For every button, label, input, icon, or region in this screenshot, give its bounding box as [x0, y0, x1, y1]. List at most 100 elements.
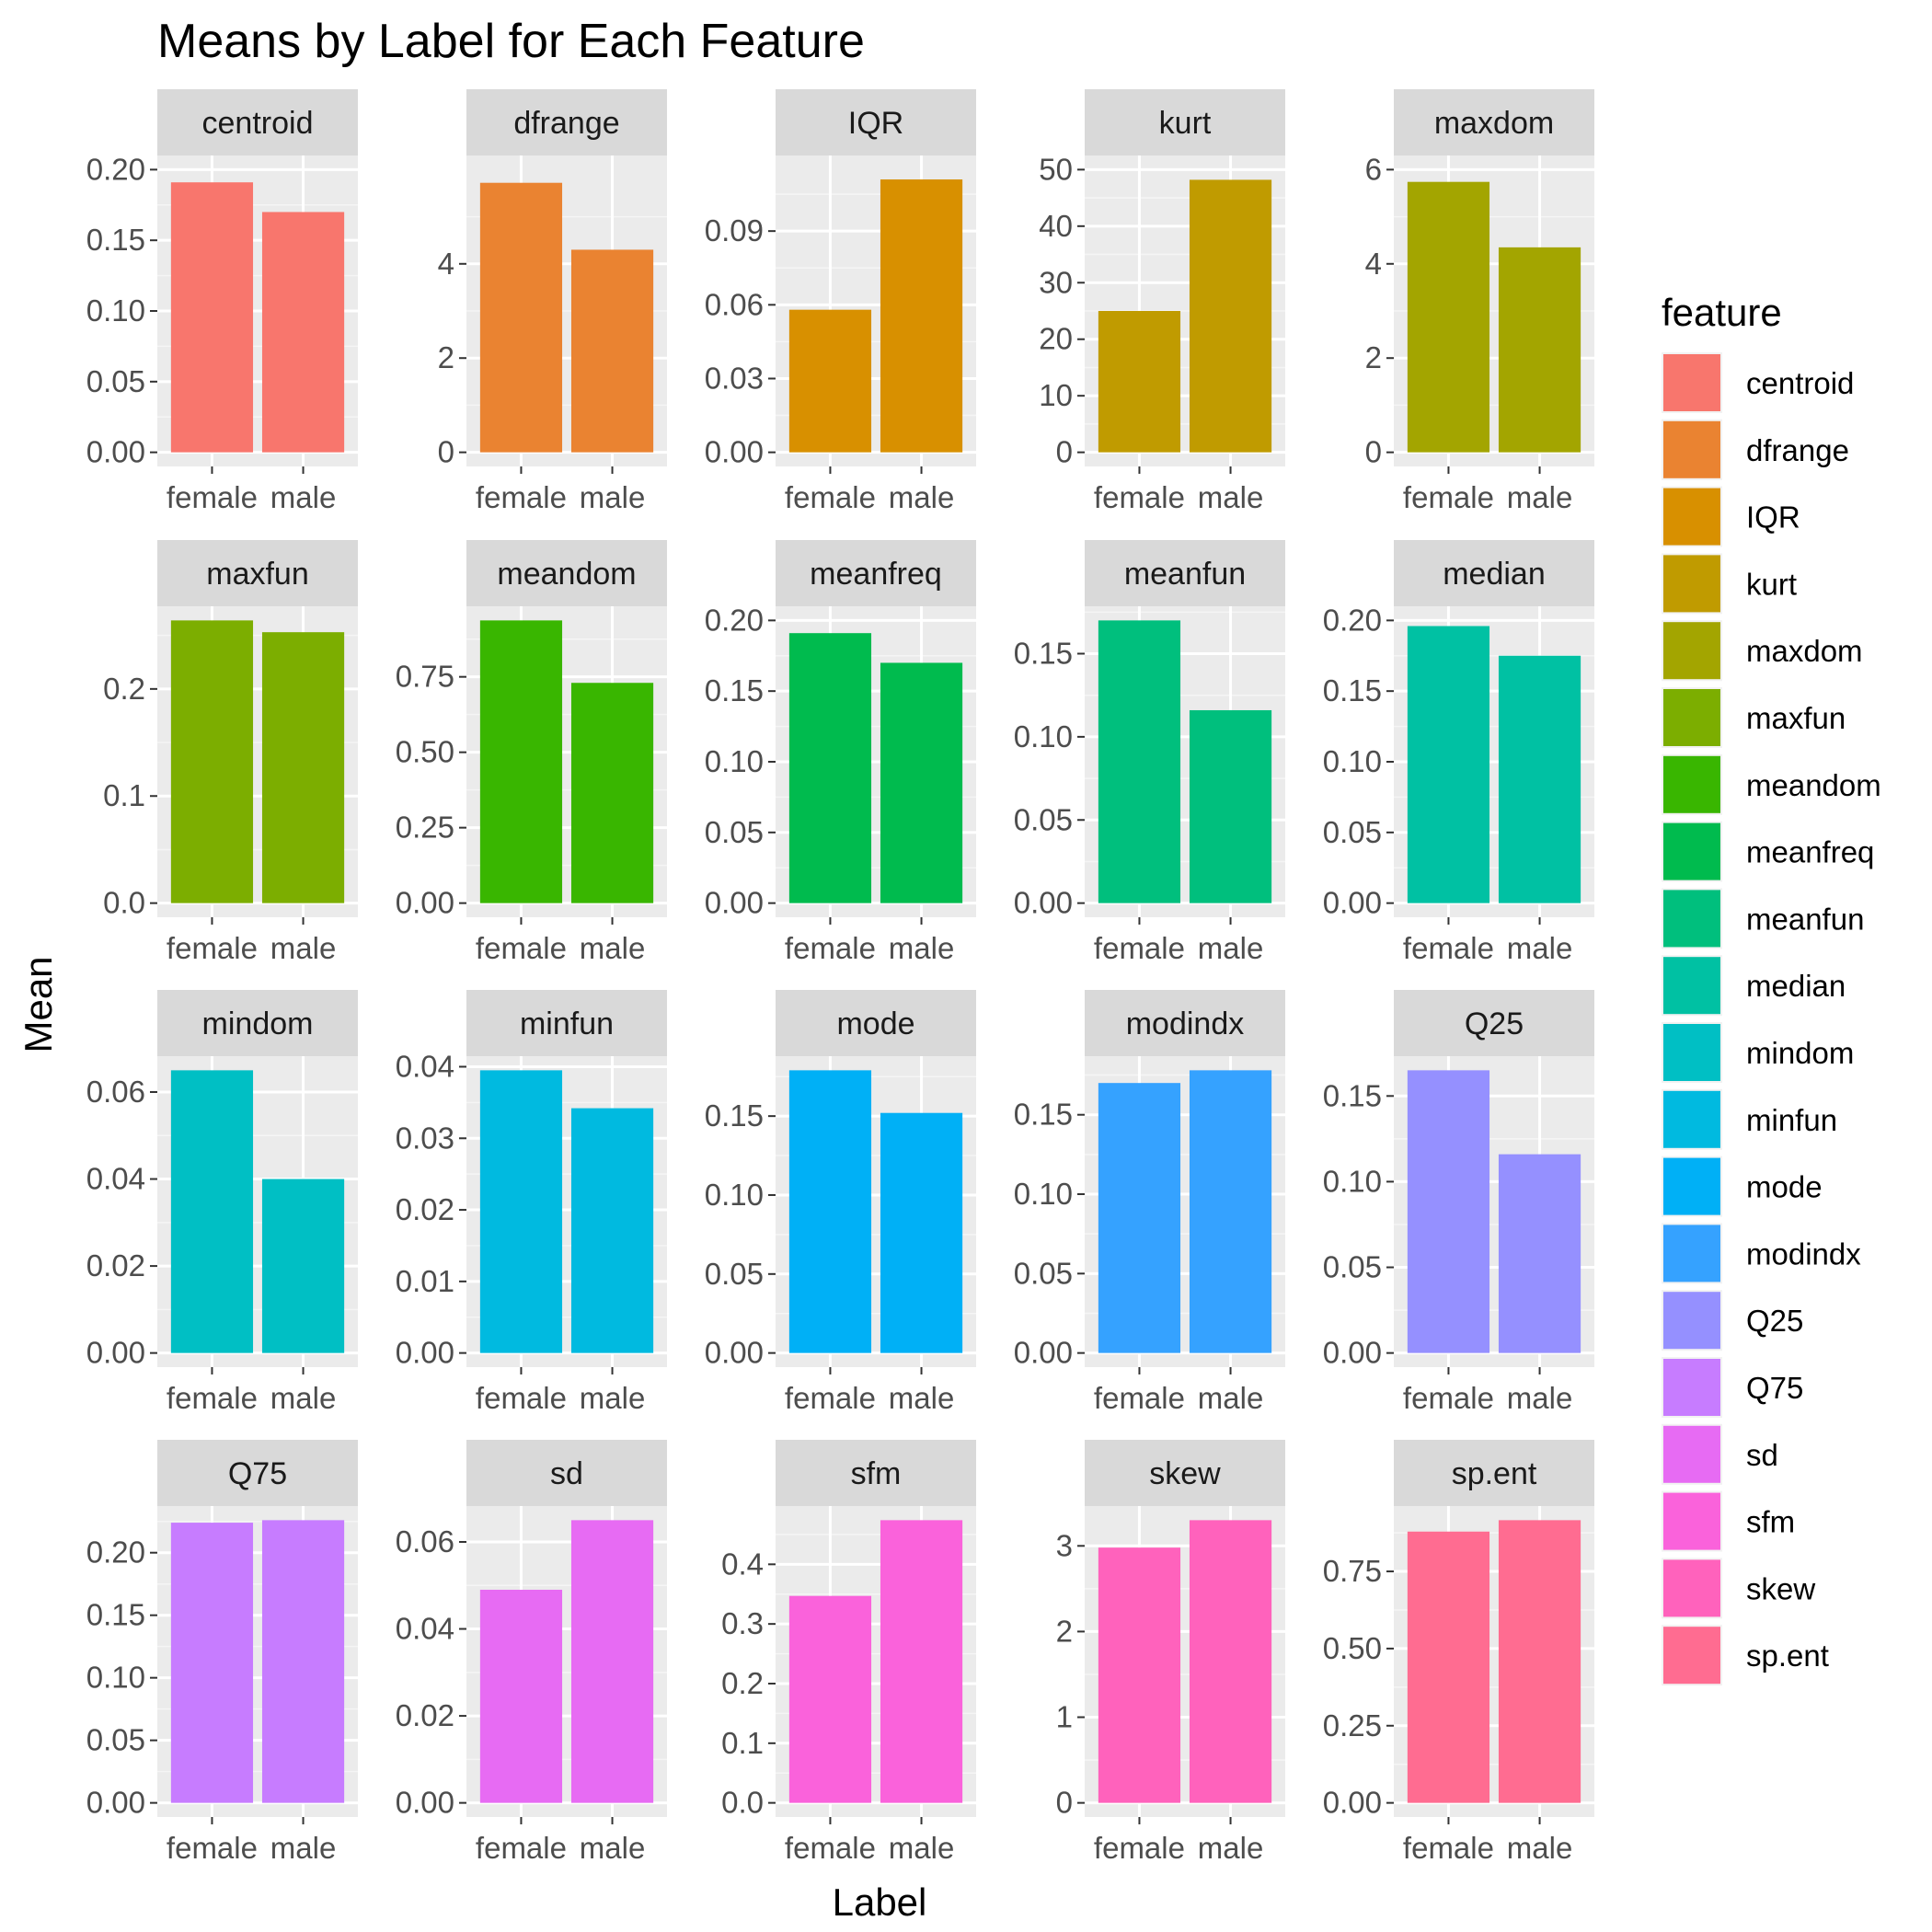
x-tick-label: male: [1198, 480, 1264, 514]
bar-median-male: [1498, 655, 1581, 903]
bar-maxdom-female: [1407, 181, 1490, 453]
y-tick-label: 0.15: [705, 673, 764, 707]
facet-strip: [1085, 990, 1285, 1056]
facet-panel-centroid: centroid 0.00 0.05 0.10 0.15 0.20 female male: [86, 89, 358, 514]
facet-strip: [1394, 89, 1594, 155]
y-tick-label: 0.1: [721, 1726, 764, 1760]
legend-item-skew: skew: [1662, 1558, 1815, 1619]
bar-modindx-male: [1189, 1070, 1272, 1353]
y-tick-label: 0.00: [705, 1336, 764, 1370]
legend-label: sfm: [1746, 1505, 1795, 1539]
y-tick-label: 0.06: [396, 1524, 454, 1558]
y-tick-label: 0.15: [86, 223, 145, 257]
x-tick-label: male: [1507, 1831, 1573, 1865]
y-tick-label: 0.00: [1323, 1336, 1382, 1370]
y-tick-label: 1: [1056, 1700, 1073, 1734]
bar-sd-female: [479, 1590, 563, 1803]
x-tick-label: male: [1507, 931, 1573, 965]
bar-dfrange-female: [479, 182, 563, 453]
y-tick-label: 0.25: [396, 811, 454, 845]
bar-IQR-female: [788, 309, 872, 453]
y-tick-label: 0.05: [86, 364, 145, 398]
bar-median-female: [1407, 626, 1490, 903]
bar-sfm-male: [880, 1520, 963, 1803]
x-tick-label: female: [476, 931, 567, 965]
legend-swatch: [1663, 1425, 1720, 1483]
x-tick-label: female: [1403, 1831, 1494, 1865]
y-tick-label: 2: [438, 340, 454, 374]
y-tick-label: 0.50: [1323, 1631, 1382, 1665]
facet-panel-dfrange: dfrange 0 2 4 female male: [438, 89, 667, 514]
legend-label: skew: [1746, 1571, 1815, 1605]
y-tick-label: 0.03: [705, 361, 764, 395]
facet-strip-label: kurt: [1159, 106, 1212, 141]
legend-swatch: [1663, 822, 1720, 880]
legend-label: dfrange: [1746, 433, 1849, 467]
y-tick-label: 0.10: [705, 744, 764, 778]
legend-item-sd: sd: [1662, 1423, 1778, 1485]
x-tick-label: female: [476, 1381, 567, 1415]
y-tick-label: 0.02: [396, 1698, 454, 1732]
facet-strip: [776, 1440, 976, 1506]
facet-panel-mode: mode 0.00 0.05 0.10 0.15 female male: [705, 990, 976, 1415]
x-tick-label: female: [1094, 1381, 1185, 1415]
legend-item-maxfun: maxfun: [1662, 687, 1846, 748]
facet-panel-modindx: modindx 0.00 0.05 0.10 0.15 female male: [1014, 990, 1285, 1415]
y-tick-label: 0.1: [103, 778, 145, 812]
y-tick-label: 0.05: [1014, 802, 1073, 836]
x-tick-label: female: [1403, 480, 1494, 514]
x-tick-label: male: [270, 931, 337, 965]
bar-sp.ent-female: [1407, 1531, 1490, 1803]
bar-meanfreq-male: [880, 662, 963, 903]
bar-dfrange-male: [570, 249, 654, 453]
legend-swatch: [1663, 1559, 1720, 1617]
facet-strip-label: skew: [1149, 1456, 1221, 1491]
x-tick-label: male: [889, 1831, 955, 1865]
y-tick-label: 0.04: [86, 1162, 145, 1196]
y-tick-label: 0.05: [86, 1723, 145, 1757]
facet-panel-sd: sd 0.00 0.02 0.04 0.06 female male: [396, 1440, 667, 1865]
x-tick-label: female: [1403, 931, 1494, 965]
y-tick-label: 0: [1056, 435, 1073, 469]
x-tick-label: male: [1507, 480, 1573, 514]
bar-minfun-female: [479, 1070, 563, 1353]
legend-label: IQR: [1746, 500, 1800, 535]
y-tick-label: 0.05: [1323, 1250, 1382, 1284]
facet-strip: [1085, 540, 1285, 606]
x-tick-label: male: [580, 480, 646, 514]
x-tick-label: male: [270, 1831, 337, 1865]
facet-panel-meanfreq: meanfreq 0.00 0.05 0.10 0.15 0.20 female male: [705, 540, 976, 965]
bar-skew-female: [1098, 1547, 1181, 1803]
bar-meanfun-female: [1098, 620, 1181, 903]
x-tick-label: male: [889, 1381, 955, 1415]
bar-maxdom-male: [1498, 247, 1581, 453]
bar-sp.ent-male: [1498, 1520, 1581, 1803]
y-tick-label: 0.00: [396, 1336, 454, 1370]
y-tick-label: 0.2: [103, 672, 145, 706]
y-tick-label: 10: [1039, 378, 1073, 412]
facet-strip-label: mindom: [202, 1006, 314, 1041]
y-tick-label: 6: [1365, 152, 1382, 186]
facet-panel-Q25: Q25 0.00 0.05 0.10 0.15 female male: [1323, 990, 1594, 1415]
bar-meandom-female: [479, 620, 563, 903]
legend-item-minfun: minfun: [1662, 1088, 1837, 1150]
bar-kurt-male: [1189, 179, 1272, 453]
y-tick-label: 0.00: [705, 435, 764, 469]
y-tick-label: 0.15: [86, 1598, 145, 1632]
facet-panel-median: median 0.00 0.05 0.10 0.15 0.20 female male: [1323, 540, 1594, 965]
facet-panel-maxdom: maxdom 0 2 4 6 female male: [1365, 89, 1594, 514]
y-tick-label: 0.09: [705, 213, 764, 247]
legend-swatch: [1663, 890, 1720, 948]
legend-label: minfun: [1746, 1103, 1837, 1137]
y-tick-label: 0.20: [705, 603, 764, 637]
facet-strip-label: modindx: [1126, 1006, 1245, 1041]
x-tick-label: male: [1198, 1381, 1264, 1415]
legend-swatch: [1663, 1024, 1720, 1081]
legend-swatch: [1663, 1225, 1720, 1282]
legend-item-meanfun: meanfun: [1662, 888, 1864, 949]
y-tick-label: 0.2: [721, 1666, 764, 1700]
y-tick-label: 0.02: [86, 1248, 145, 1282]
legend-item-sfm: sfm: [1662, 1490, 1795, 1552]
facet-strip-label: median: [1443, 557, 1546, 592]
